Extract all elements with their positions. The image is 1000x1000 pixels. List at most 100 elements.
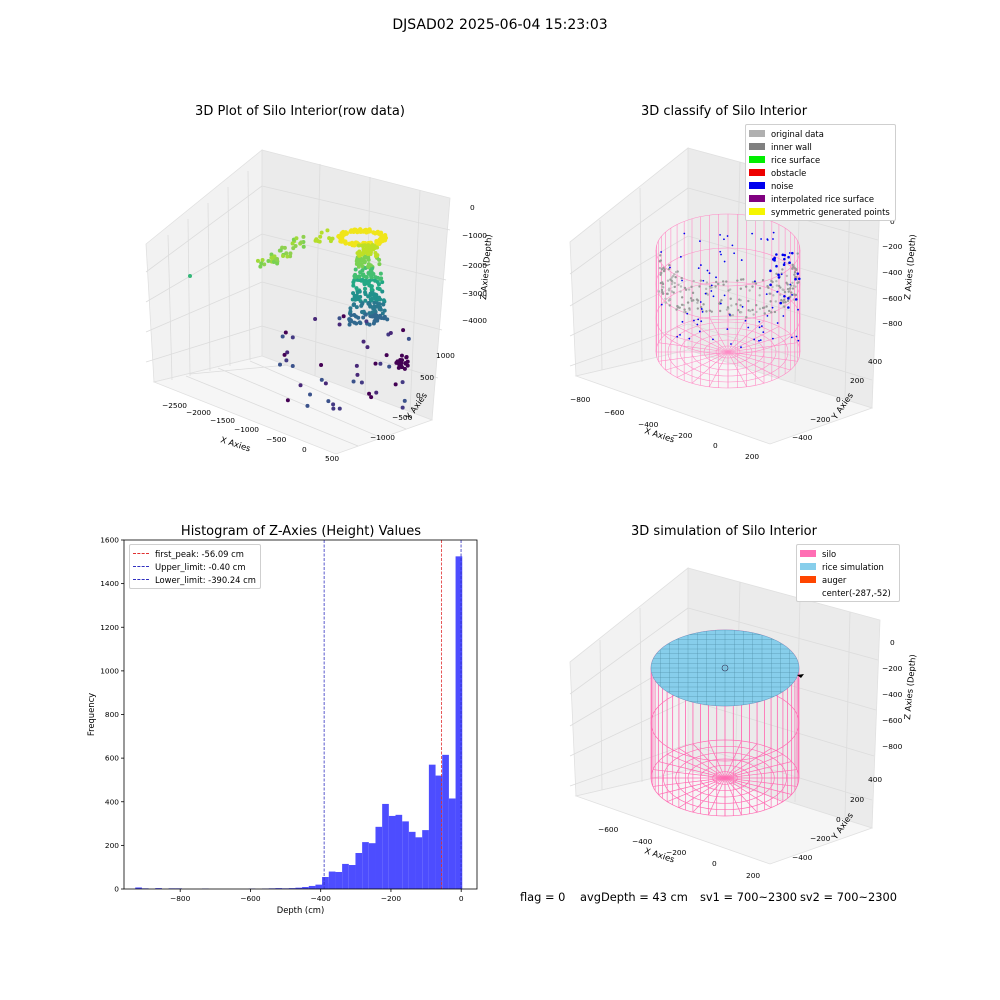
classify-legend-swatch — [749, 208, 765, 215]
histogram-legend: first_peak: -56.09 cm Upper_limit: -0.40 … — [129, 544, 261, 589]
data-point — [370, 243, 375, 248]
data-point — [340, 237, 345, 243]
classify-legend-item: interpolated rice surface — [749, 192, 892, 205]
classified-point — [660, 251, 663, 253]
svg-text:−400: −400 — [638, 420, 659, 429]
classified-point — [776, 291, 779, 293]
classified-point — [783, 298, 786, 302]
classified-point — [666, 279, 670, 282]
svg-text:500: 500 — [420, 373, 434, 382]
classified-point — [772, 231, 775, 234]
classified-point — [775, 284, 779, 287]
classified-point — [788, 261, 791, 265]
data-point — [351, 280, 356, 285]
classified-point — [794, 277, 797, 281]
histogram-legend-swatch — [133, 579, 149, 580]
svg-text:−1500: −1500 — [210, 416, 235, 425]
classified-point — [779, 301, 782, 305]
data-point — [337, 316, 342, 321]
classified-point — [775, 279, 778, 283]
classify-legend-item: noise — [749, 179, 892, 192]
svg-text:−2000: −2000 — [462, 261, 487, 270]
data-point — [366, 301, 371, 306]
data-point — [266, 258, 271, 263]
classified-point — [669, 266, 671, 269]
classified-point — [763, 312, 766, 315]
classified-point — [773, 256, 776, 260]
classified-point — [723, 238, 725, 241]
classified-point — [702, 303, 705, 306]
svg-text:0: 0 — [836, 815, 841, 824]
classified-point — [751, 232, 754, 235]
classify-legend-label: inner wall — [771, 141, 812, 152]
svg-text:0: 0 — [890, 217, 895, 226]
classified-point — [708, 309, 712, 312]
data-point — [353, 267, 358, 272]
histogram-legend-swatch — [133, 566, 149, 567]
data-point — [188, 274, 192, 278]
classified-point — [677, 283, 680, 287]
data-point — [371, 304, 376, 309]
classified-point — [775, 253, 778, 256]
classify-legend: original data inner wall rice surface obsta… — [745, 124, 896, 221]
classified-point — [704, 292, 707, 295]
svg-text:200: 200 — [850, 795, 864, 804]
histogram-bar — [375, 826, 383, 889]
data-point — [305, 403, 310, 408]
data-point — [367, 322, 372, 327]
svg-text:0: 0 — [302, 445, 307, 454]
svg-text:−600: −600 — [882, 294, 903, 303]
data-point — [362, 279, 367, 284]
classified-point — [751, 280, 755, 284]
classified-point — [782, 288, 785, 292]
classified-point — [674, 270, 678, 274]
classified-point — [783, 290, 787, 294]
histogram-bar — [435, 775, 443, 889]
data-point — [358, 321, 363, 326]
classified-point — [710, 310, 713, 313]
classified-point — [723, 294, 726, 297]
svg-text:−200: −200 — [810, 834, 831, 843]
data-point — [349, 229, 354, 234]
classified-point — [765, 293, 768, 296]
classified-point — [699, 305, 703, 309]
classified-point — [700, 308, 703, 310]
data-point — [381, 302, 386, 307]
data-point — [377, 262, 382, 267]
classified-point — [725, 280, 728, 283]
data-point — [369, 274, 374, 279]
classified-point — [776, 322, 779, 324]
classified-point — [730, 304, 733, 307]
classified-point — [659, 254, 662, 257]
classify-legend-swatch — [749, 169, 765, 176]
data-point — [358, 294, 363, 299]
simulation-legend-swatch — [800, 576, 816, 583]
classified-point — [658, 266, 662, 270]
classified-point — [730, 343, 732, 345]
data-point — [348, 306, 353, 311]
histogram-y-tick-label: 1000 — [100, 666, 119, 675]
svg-text:0: 0 — [712, 859, 717, 868]
classify-legend-swatch — [749, 130, 765, 137]
histogram-bar — [295, 887, 303, 889]
classified-point — [779, 286, 782, 289]
svg-text:200: 200 — [850, 376, 864, 385]
data-point — [360, 302, 365, 307]
data-point — [337, 322, 342, 327]
classified-point — [726, 306, 730, 309]
histogram-legend-swatch — [133, 553, 149, 554]
classified-point — [788, 295, 792, 299]
data-point — [374, 239, 379, 244]
histogram-y-tick-label: 400 — [105, 797, 119, 806]
classified-point — [663, 268, 666, 271]
classified-point — [700, 264, 702, 266]
classified-point — [733, 252, 736, 255]
classified-point — [782, 315, 785, 317]
data-point — [278, 362, 283, 367]
classified-point — [672, 274, 675, 278]
data-point — [395, 359, 400, 364]
data-point — [284, 251, 289, 256]
histogram-bar — [402, 821, 409, 889]
data-point — [370, 314, 375, 319]
data-point — [356, 315, 361, 320]
